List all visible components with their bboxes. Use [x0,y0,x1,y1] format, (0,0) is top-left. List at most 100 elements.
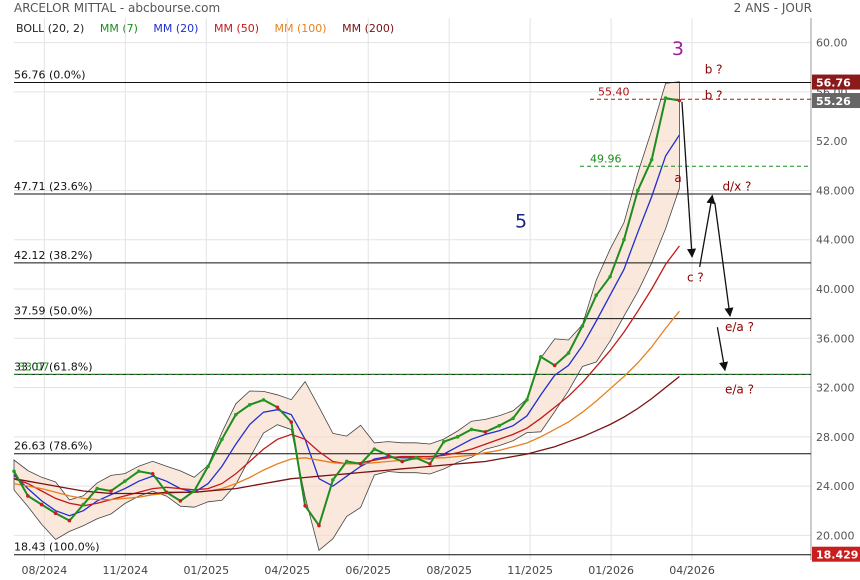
fib-level-label: 56.76 (0.0%) [14,69,86,82]
price-point [206,464,210,469]
price-point [497,423,502,428]
legend-mm7[interactable]: MM (7) [99,22,138,35]
price-point [178,499,183,503]
price-point [483,430,488,434]
price-point [358,462,363,466]
price-point [67,518,72,523]
wave-annotation: 3 [672,38,684,60]
fib-level-label: 33.07 (61.8%) [14,360,93,373]
price-point [552,363,557,368]
price-point [414,455,418,460]
price-point [123,479,127,483]
x-tick-label: 01/2025 [183,564,229,577]
price-point [455,435,460,439]
wave-arrow [699,194,716,267]
y-tick-label: 52.00 [816,135,848,148]
moving-average-mm200 [13,375,680,495]
legend-mm20[interactable]: MM (20) [153,22,199,35]
y-tick-label: 20.000 [816,529,855,542]
legend-mm50[interactable]: MM (50) [213,22,260,35]
price-badge [812,93,860,109]
price-point [303,504,307,508]
price-point [192,489,197,493]
price-point [12,469,16,474]
price-point [247,402,252,407]
x-tick-label: 11/2024 [102,564,148,577]
wave-annotation: c ? [687,271,704,285]
price-point [344,459,349,464]
fib-level-label: 26.63 (78.6%) [14,440,93,453]
price-badge-label: 56.76 [816,77,851,90]
price-point [150,471,155,476]
price-point [636,188,640,193]
dashed-level-label: 33.07 [18,360,50,373]
price-point [317,523,321,528]
price-point [525,398,529,402]
moving-average-mm100 [13,310,680,501]
wave-annotation: a [674,171,681,185]
price-point [372,447,377,451]
y-tick-label: 40.000 [816,283,855,296]
price-point [136,469,141,474]
wave-annotation: 5 [515,210,527,232]
price-point [608,274,612,279]
wave-annotation: e/a ? [725,320,754,334]
y-tick-label: 24.000 [816,480,855,493]
bollinger-band [13,81,680,552]
moving-average-mm20 [13,134,680,517]
x-tick-label: 04/2025 [264,564,310,577]
price-badge-label: 55.26 [816,95,851,108]
price-point [580,324,585,328]
chart-title: ARCELOR MITTAL - abcbourse.com [14,1,221,15]
wave-arrow [681,101,697,258]
chart-period: 2 ANS - JOUR [733,1,812,15]
price-point [331,478,335,482]
x-tick-label: 08/2025 [426,564,472,577]
fib-level-label: 42.12 (38.2%) [14,249,93,262]
y-tick-label: 32.000 [816,382,855,395]
fib-level-label: 37.59 (50.0%) [14,305,93,318]
price-point [677,98,682,103]
price-point [234,412,238,417]
price-point [566,351,571,355]
price-point [663,96,668,100]
x-tick-label: 08/2024 [22,564,68,577]
price-point [539,354,543,359]
x-tick-label: 04/2026 [669,564,715,577]
price-point [275,405,280,410]
price-point [400,459,404,464]
wave-annotation: b ? [705,62,723,76]
x-tick-label: 01/2026 [588,564,634,577]
x-tick-label: 11/2025 [507,564,553,577]
price-point [469,427,474,432]
legend-boll[interactable]: BOLL (20, 2) [16,22,85,35]
dashed-level-label: 49.96 [590,152,622,165]
dashed-level-label: 55.40 [598,85,630,98]
wave-arrow [714,202,734,318]
x-tick-label: 06/2025 [345,564,391,577]
y-tick-label: 36.000 [816,332,855,345]
price-point [81,502,86,507]
price-point [95,486,99,491]
price-point [441,439,446,444]
price-point [261,398,266,402]
price-point [594,293,599,297]
fib-level-label: 18.43 (100.0%) [14,541,100,554]
wave-annotation: d/x ? [722,179,751,193]
price-badge [812,74,860,90]
wave-arrow [716,327,729,372]
price-point [39,502,44,507]
price-point [649,157,654,162]
wave-annotation: b ? [705,88,723,102]
y-tick-label: 60.00 [816,37,848,50]
price-point [164,490,169,495]
price-point [26,494,30,498]
fib-level-label: 47.71 (23.6%) [14,180,93,193]
price-point [511,416,515,421]
price-badge [812,546,860,562]
price-badge-label: 18.429 [816,549,858,562]
y-tick-label: 48.000 [816,184,855,197]
price-point [109,489,113,493]
